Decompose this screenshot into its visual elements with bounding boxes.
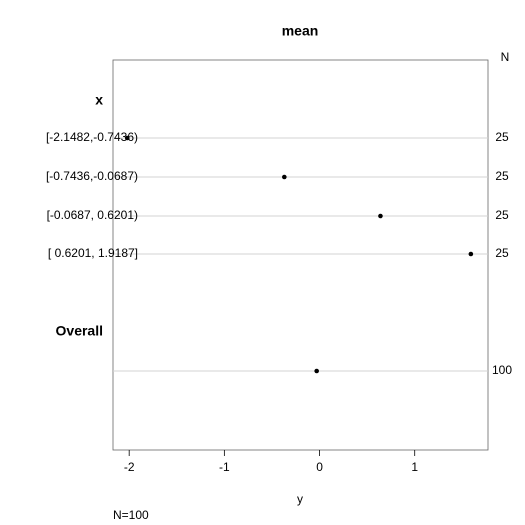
n-label: 25 xyxy=(495,246,509,260)
row-label: [-0.0687, 0.6201) xyxy=(47,208,138,222)
row-label: [-2.1482,-0.7436) xyxy=(46,130,138,144)
group-label: x xyxy=(95,92,103,108)
dot xyxy=(314,368,319,374)
x-tick-label: 1 xyxy=(411,460,418,474)
dot xyxy=(378,213,383,219)
dot xyxy=(124,135,130,141)
x-tick-label: -2 xyxy=(124,460,135,474)
row-label: [ 0.6201, 1.9187] xyxy=(48,246,138,260)
x-tick-label: -1 xyxy=(219,460,230,474)
x-tick-label: 0 xyxy=(316,460,323,474)
dot xyxy=(468,251,474,257)
n-label: 25 xyxy=(495,169,509,183)
n-label: 25 xyxy=(495,208,509,222)
x-axis-label: y xyxy=(297,492,303,506)
footnote: N=100 xyxy=(113,508,149,522)
row-label: [-0.7436,-0.0687) xyxy=(46,169,138,183)
n-header: N xyxy=(501,50,510,64)
dot xyxy=(282,174,287,180)
chart-title: mean xyxy=(282,23,319,39)
plot-frame xyxy=(112,59,489,451)
n-label: 100 xyxy=(492,363,512,377)
group-label: Overall xyxy=(56,323,103,339)
n-label: 25 xyxy=(495,130,509,144)
